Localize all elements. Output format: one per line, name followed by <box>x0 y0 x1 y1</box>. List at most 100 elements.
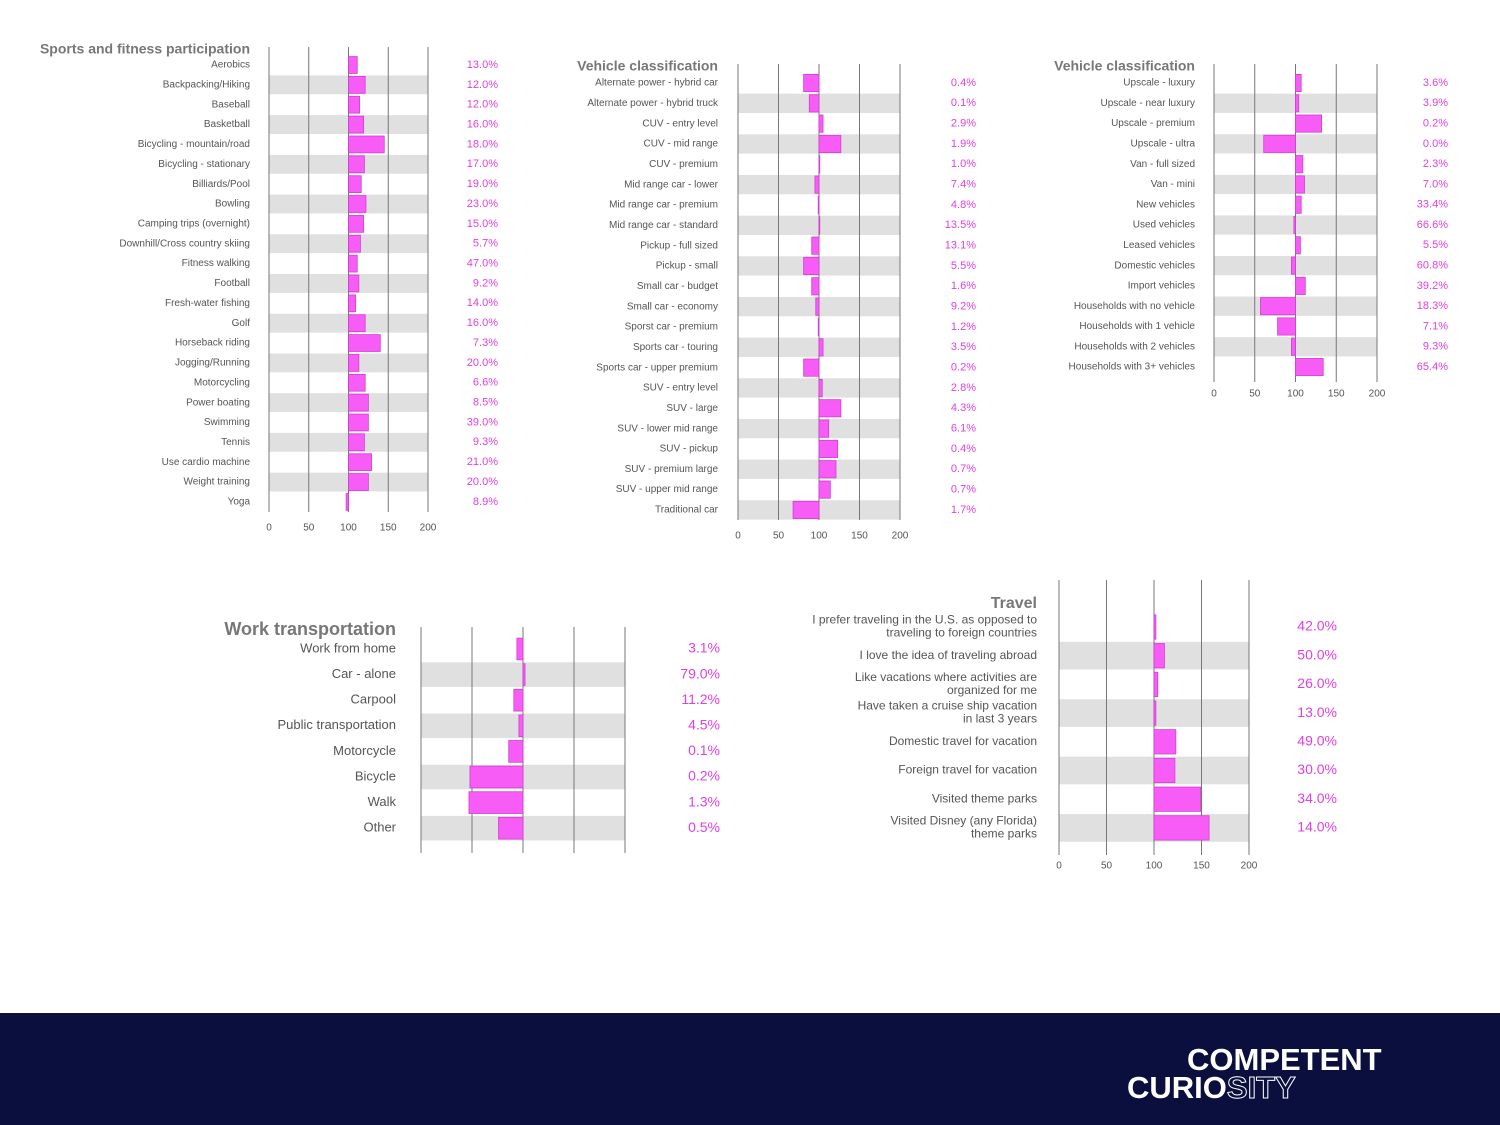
share-label: 13.5% <box>945 219 976 231</box>
bar <box>348 453 372 472</box>
share-label: 9.2% <box>951 301 976 313</box>
category-label: Fitness walking <box>182 258 250 269</box>
chart-title: Vehicle classification <box>1054 58 1195 74</box>
share-label: 1.7% <box>951 504 976 516</box>
bar <box>1295 195 1302 214</box>
category-label: Baseball <box>212 99 250 110</box>
share-label: 6.1% <box>951 423 976 435</box>
category-label: Tennis <box>221 437 250 448</box>
category-label: SUV - entry level <box>643 383 718 394</box>
share-label: 9.2% <box>473 277 498 289</box>
category-label: Small car - economy <box>627 301 718 312</box>
category-label: Small car - budget <box>637 281 718 292</box>
share-label: 3.9% <box>1423 97 1448 109</box>
share-label: 0.1% <box>951 97 976 109</box>
share-label: 3.6% <box>1423 77 1448 89</box>
x-tick-label: 50 <box>1101 861 1113 872</box>
category-label: Football <box>214 278 250 289</box>
bar <box>348 254 358 273</box>
chart-title: Vehicle classification <box>577 58 718 74</box>
bar <box>469 765 524 789</box>
label-line: I prefer traveling in the U.S. as oppose… <box>812 613 1037 627</box>
brand-bottom: CURIOSITY <box>1127 1070 1296 1105</box>
bar <box>1153 815 1210 841</box>
share-label: 17.0% <box>467 158 498 170</box>
category-label: Camping trips (overnight) <box>138 219 250 230</box>
x-tick-label: 50 <box>303 523 315 534</box>
bar <box>818 114 824 133</box>
share-label: 0.1% <box>688 742 720 758</box>
category-label: Horseback riding <box>175 338 250 349</box>
share-label: 26.0% <box>1297 675 1337 691</box>
share-label: 33.4% <box>1417 199 1448 211</box>
bar <box>811 277 820 296</box>
share-label: 5.5% <box>1423 239 1448 251</box>
bar <box>817 195 820 215</box>
category-label: Weight training <box>183 477 250 488</box>
category-label: Upscale - luxury <box>1123 78 1195 89</box>
share-label: 20.0% <box>467 357 498 369</box>
bar <box>348 274 360 293</box>
bar <box>792 500 820 519</box>
bar <box>818 216 821 235</box>
category-label: Carpool <box>350 692 396 707</box>
share-label: 19.0% <box>467 178 498 190</box>
bar <box>1295 358 1324 377</box>
category-label: CUV - mid range <box>644 139 719 150</box>
category-label: Mid range car - standard <box>609 220 718 231</box>
share-label: 4.8% <box>951 199 976 211</box>
category-label: Jogging/Running <box>175 358 250 369</box>
share-label: 1.3% <box>688 793 720 809</box>
category-label: SUV - pickup <box>660 444 719 455</box>
share-label: 1.6% <box>951 280 976 292</box>
category-label: Like vacations where activities are organ… <box>855 670 1037 697</box>
bar <box>348 155 365 174</box>
share-label: 2.8% <box>951 382 976 394</box>
bar <box>508 740 524 763</box>
category-label: I prefer traveling in the U.S. as oppose… <box>812 613 1037 640</box>
category-label: I love the idea of traveling abroad <box>860 648 1037 662</box>
label-line: traveling to foreign countries <box>886 626 1037 640</box>
bar <box>1153 729 1177 755</box>
bar <box>818 480 831 499</box>
bar <box>818 378 823 397</box>
x-tick-label: 200 <box>1369 389 1386 400</box>
share-label: 14.0% <box>467 297 498 309</box>
footer-band <box>0 1013 1500 1125</box>
bar <box>513 688 524 712</box>
category-label: SUV - large <box>666 403 718 414</box>
x-tick-label: 200 <box>892 531 909 542</box>
category-label: Bicycle <box>355 768 396 783</box>
bar <box>1295 175 1305 194</box>
category-label: Van - full sized <box>1130 159 1195 170</box>
share-label: 0.7% <box>951 463 976 475</box>
bar <box>817 317 820 337</box>
bar <box>1291 337 1296 356</box>
category-label: Upscale - near luxury <box>1101 98 1195 109</box>
share-label: 0.2% <box>951 362 976 374</box>
category-label: Traditional car <box>655 505 719 516</box>
category-label: Domestic travel for vacation <box>889 734 1037 748</box>
bar <box>1295 236 1301 255</box>
share-label: 16.0% <box>467 118 498 130</box>
category-label: Billiards/Pool <box>192 179 250 190</box>
share-label: 0.2% <box>688 768 720 784</box>
share-label: 39.2% <box>1417 280 1448 292</box>
bar <box>348 473 369 491</box>
category-label: Bicycling - stationary <box>158 159 250 170</box>
category-label: Motorcycle <box>333 743 396 758</box>
bar <box>348 215 365 233</box>
share-label: 12.0% <box>467 79 498 91</box>
category-label: Public transportation <box>277 717 396 732</box>
label-line: Have taken a cruise ship vacation <box>858 699 1037 713</box>
category-label: Sporst car - premium <box>625 322 718 333</box>
share-label: 50.0% <box>1297 646 1337 662</box>
category-label: Visited Disney (any Florida) theme parks <box>890 814 1037 841</box>
bar <box>1293 216 1296 235</box>
share-label: 39.0% <box>467 416 498 428</box>
category-label: SUV - premium large <box>625 464 719 475</box>
x-tick-label: 150 <box>1193 861 1210 872</box>
category-label: Pickup - full sized <box>640 240 718 251</box>
share-label: 0.0% <box>1423 138 1448 150</box>
share-label: 13.0% <box>467 59 498 71</box>
